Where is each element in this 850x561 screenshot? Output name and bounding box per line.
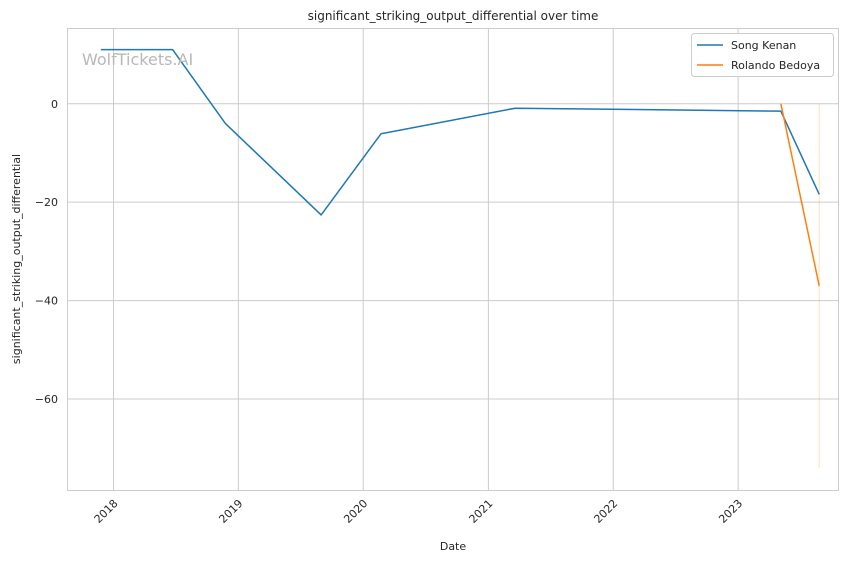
chart-title: significant_striking_output_differential… — [308, 9, 599, 23]
uncertainty-band — [818, 103, 820, 468]
y-tick-label: −40 — [35, 295, 58, 308]
legend-frame — [691, 33, 834, 77]
legend: Song Kenan Rolando Bedoya — [691, 33, 834, 77]
x-tick-label: 2018 — [92, 497, 121, 526]
x-tick-label: 2023 — [716, 497, 745, 526]
band-rolando-bedoya — [818, 103, 820, 468]
x-tick-label: 2021 — [467, 497, 496, 526]
y-tick-label: 0 — [51, 98, 58, 111]
plot-frame — [67, 28, 839, 491]
x-tick-label: 2020 — [341, 497, 370, 526]
x-axis-label: Date — [440, 540, 467, 553]
x-ticks: 2018 2019 2020 2021 2022 2023 — [92, 497, 746, 526]
series-line-song-kenan — [100, 48, 820, 216]
legend-label-song-kenan: Song Kenan — [731, 39, 796, 52]
x-tick-label: 2019 — [216, 497, 245, 526]
legend-label-rolando-bedoya: Rolando Bedoya — [731, 59, 820, 72]
y-tick-label: −20 — [35, 196, 58, 209]
series — [100, 48, 820, 286]
x-tick-label: 2022 — [591, 497, 620, 526]
series-line-rolando-bedoya — [780, 103, 820, 286]
y-axis-label: significant_striking_output_differential — [10, 154, 23, 364]
y-tick-label: −60 — [35, 393, 58, 406]
watermark: WolfTickets.AI — [82, 50, 193, 69]
y-ticks: 0 −20 −40 −60 — [35, 98, 58, 406]
grid — [68, 29, 838, 490]
